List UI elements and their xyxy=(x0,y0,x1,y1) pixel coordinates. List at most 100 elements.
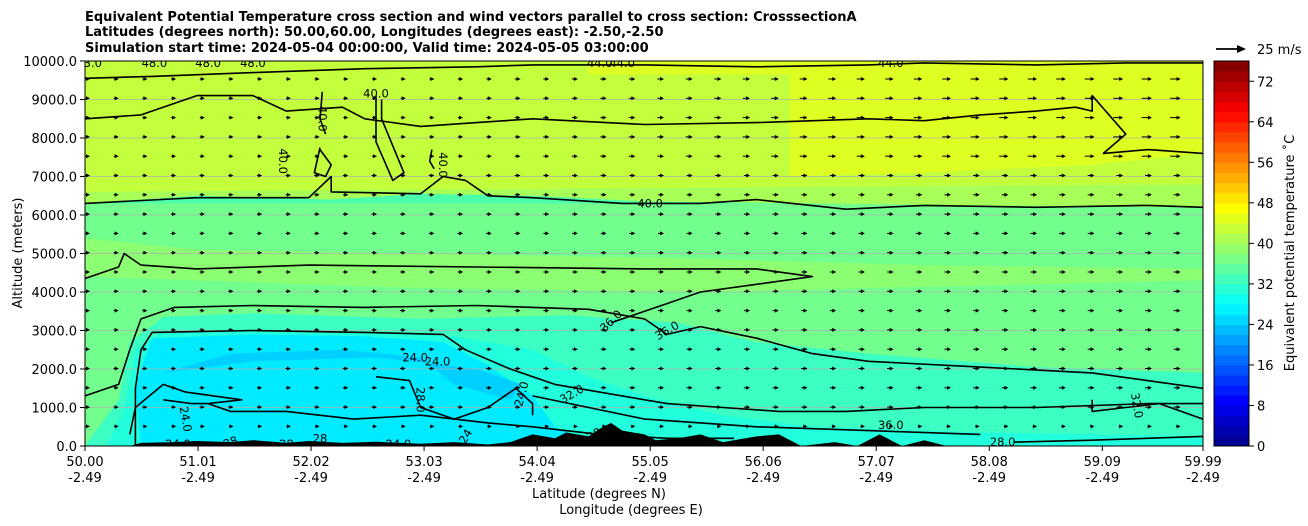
wind-vector-head xyxy=(258,308,263,313)
colorbar-segment xyxy=(1214,121,1249,133)
wind-vector-head xyxy=(832,308,837,313)
wind-vector-head xyxy=(660,212,664,217)
wind-vector-head xyxy=(918,366,923,371)
contour-label: 24.0 xyxy=(402,350,428,364)
wind-vector-head xyxy=(373,289,377,294)
wind-vector-head xyxy=(114,424,119,429)
wind-vector-head xyxy=(717,154,722,159)
wind-vector-head xyxy=(1090,327,1095,332)
wind-vector-head xyxy=(200,385,205,390)
wind-vector-head xyxy=(430,289,435,294)
colorbar-segment xyxy=(1214,111,1249,123)
wind-vector-head xyxy=(774,212,779,217)
wind-vector-head xyxy=(373,115,377,120)
contour-line xyxy=(375,95,405,182)
colorbar-tick-label: 56 xyxy=(1257,156,1274,171)
wind-vector-head xyxy=(631,347,636,352)
colorbar-segment xyxy=(1214,91,1249,103)
wind-vector-head xyxy=(143,77,148,81)
wind-vector-head xyxy=(947,134,951,139)
x-tick-label-lon: -2.49 xyxy=(294,471,328,486)
colorbar-segment xyxy=(1214,182,1249,194)
contour-line xyxy=(85,94,1203,155)
wind-vector-head xyxy=(344,385,349,390)
wind-vector-head xyxy=(688,192,693,197)
wind-vector-head xyxy=(688,154,693,159)
wind-vector-head xyxy=(1004,327,1009,332)
wind-vector-head xyxy=(545,308,550,313)
wind-vector-head xyxy=(774,77,779,81)
wind-vector-head xyxy=(1033,77,1038,81)
wind-vector-head xyxy=(373,347,377,352)
wind-vector-head xyxy=(1119,308,1124,313)
wind-vector-head xyxy=(1176,327,1181,332)
wind-vector-head xyxy=(1004,308,1009,313)
wind-vector-head xyxy=(918,270,923,274)
contour-label: 24.0 xyxy=(177,405,195,433)
wind-vector-head xyxy=(1147,77,1152,81)
wind-vector-head xyxy=(459,424,464,429)
colorbar-segment xyxy=(1214,425,1249,437)
wind-vector-head xyxy=(573,77,578,81)
wind-vector-head xyxy=(516,77,521,81)
contour-label: 44.0 xyxy=(609,56,635,70)
wind-vector-head xyxy=(631,405,636,410)
wind-vector-head xyxy=(1090,270,1095,274)
wind-vector-head xyxy=(832,405,837,410)
wind-vector-head xyxy=(229,270,234,274)
wind-vector-head xyxy=(459,347,464,352)
wind-vector-head xyxy=(172,347,177,352)
wind-vector-head xyxy=(373,173,377,178)
wind-vector-head xyxy=(889,77,894,81)
wind-vector-head xyxy=(774,231,779,236)
wind-vector-head xyxy=(660,405,664,410)
x-axis-ticks: 50.00-2.4951.01-2.4952.02-2.4953.03-2.49… xyxy=(66,446,1222,486)
wind-vector-head xyxy=(487,327,492,332)
colorbar-segment xyxy=(1214,375,1249,386)
wind-vector-head xyxy=(172,270,177,274)
wind-vector-head xyxy=(1061,212,1066,217)
wind-vector-head xyxy=(602,77,607,81)
x-tick-label-lat: 58.08 xyxy=(971,455,1008,470)
colorbar-segment xyxy=(1214,61,1249,72)
wind-vector-head xyxy=(401,154,406,159)
wind-vector-head xyxy=(717,327,722,332)
wind-vector-head xyxy=(889,366,894,371)
wind-vector-head xyxy=(1176,270,1181,274)
wind-vector-head xyxy=(947,405,951,410)
wind-vector-head xyxy=(660,231,664,236)
wind-vector-head xyxy=(401,115,406,120)
wind-vector-head xyxy=(86,192,90,197)
wind-vector-head xyxy=(860,385,865,390)
wind-vector-head xyxy=(660,347,664,352)
wind-vector-head xyxy=(516,173,521,178)
wind-vector-head xyxy=(114,192,119,197)
wind-vector-head xyxy=(143,424,148,429)
wind-vector-head xyxy=(545,424,550,429)
wind-vector-head xyxy=(803,192,808,197)
wind-vector-head xyxy=(832,385,837,390)
wind-vector-head xyxy=(717,77,722,81)
wind-vector-head xyxy=(918,424,923,429)
wind-vector-head xyxy=(1061,173,1066,178)
wind-vector-head xyxy=(114,366,119,371)
wind-vector-head xyxy=(143,289,148,294)
wind-vector-head xyxy=(373,231,377,236)
wind-vector-head xyxy=(1176,308,1181,313)
wind-vector-head xyxy=(1147,154,1152,159)
colorbar-segment xyxy=(1214,405,1249,417)
y-tick-label: 5000.0 xyxy=(32,248,78,263)
wind-vector-head xyxy=(688,212,693,217)
wind-vector-head xyxy=(918,77,923,81)
wind-vector-head xyxy=(947,366,951,371)
wind-vector-head xyxy=(660,270,664,274)
wind-vector-head xyxy=(947,308,951,313)
wind-vector-head xyxy=(746,134,751,139)
wind-vector-head xyxy=(1147,270,1152,274)
wind-vector-head xyxy=(516,212,521,217)
wind-vector-head xyxy=(200,405,205,410)
wind-vector-head xyxy=(947,115,951,120)
contour-line xyxy=(85,252,814,324)
wind-vector-head xyxy=(746,424,751,429)
wind-vector-head xyxy=(1033,96,1038,101)
